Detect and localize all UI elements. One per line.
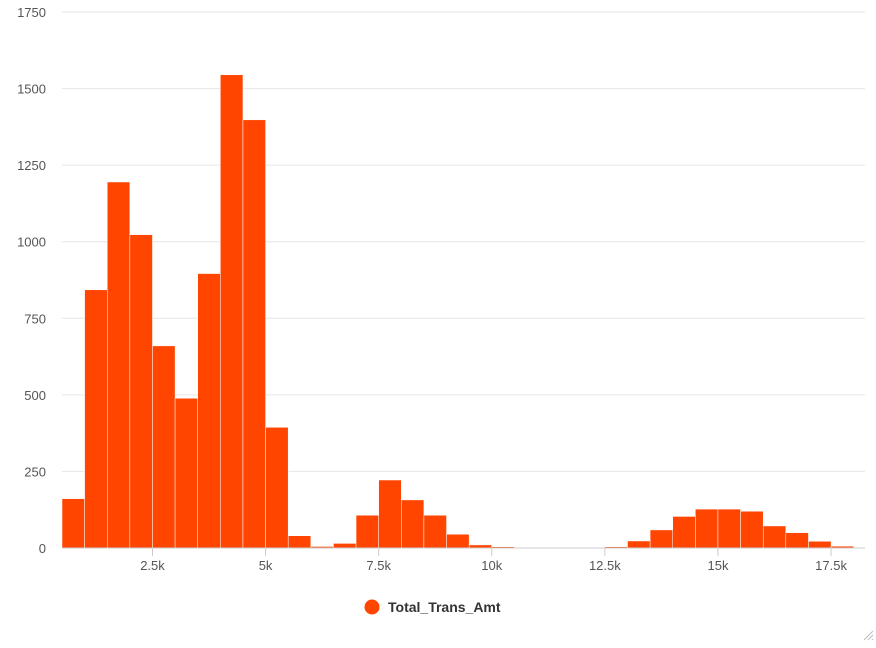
legend-marker-icon[interactable] [365,600,380,615]
y-tick-label: 1000 [17,235,46,250]
x-tick-label: 17.5k [815,558,847,573]
histogram-bar[interactable] [763,526,786,548]
y-tick-label: 250 [24,464,46,479]
histogram-bar[interactable] [695,509,718,548]
y-tick-label: 750 [24,311,46,326]
histogram-bar[interactable] [266,427,289,548]
histogram-bar[interactable] [356,515,379,548]
y-tick-label: 0 [39,541,46,556]
histogram-bar[interactable] [220,75,243,548]
histogram-bar[interactable] [447,534,470,548]
histogram-bar[interactable] [673,516,696,548]
histogram-bar[interactable] [786,533,809,548]
x-tick-label: 7.5k [366,558,391,573]
histogram-bar[interactable] [152,346,175,548]
histogram-bar[interactable] [243,120,266,548]
histogram-bar[interactable] [107,182,130,548]
y-tick-label: 500 [24,388,46,403]
histogram-bar[interactable] [130,235,153,548]
y-tick-label: 1500 [17,82,46,97]
bars-group [62,75,854,548]
legend[interactable]: Total_Trans_Amt [365,599,501,615]
histogram-bar[interactable] [424,515,447,548]
histogram-bar[interactable] [62,499,85,548]
histogram-bar[interactable] [650,530,673,548]
histogram-bar[interactable] [379,480,402,548]
histogram-bar[interactable] [718,509,741,548]
histogram-bar[interactable] [333,543,356,548]
histogram-bar[interactable] [175,398,198,548]
x-tick-label: 2.5k [140,558,165,573]
histogram-bar[interactable] [808,541,831,548]
x-tick-label: 15k [707,558,728,573]
histogram-bar[interactable] [85,290,108,548]
x-tick-label: 5k [259,558,273,573]
y-tick-label: 1750 [17,5,46,20]
resize-grip-icon[interactable] [862,629,874,641]
x-tick-label: 12.5k [589,558,621,573]
y-tick-label: 1250 [17,158,46,173]
histogram-bar[interactable] [288,536,311,548]
histogram-bar[interactable] [198,274,221,548]
x-tick-label: 10k [481,558,502,573]
histogram-bar[interactable] [741,511,764,548]
legend-label[interactable]: Total_Trans_Amt [388,599,501,615]
histogram-bar[interactable] [627,541,650,548]
histogram-bar[interactable] [401,500,424,548]
